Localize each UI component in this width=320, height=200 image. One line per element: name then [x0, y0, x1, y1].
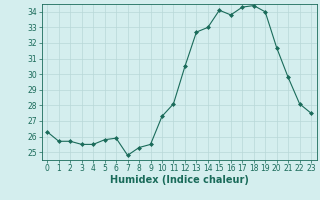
- X-axis label: Humidex (Indice chaleur): Humidex (Indice chaleur): [110, 175, 249, 185]
